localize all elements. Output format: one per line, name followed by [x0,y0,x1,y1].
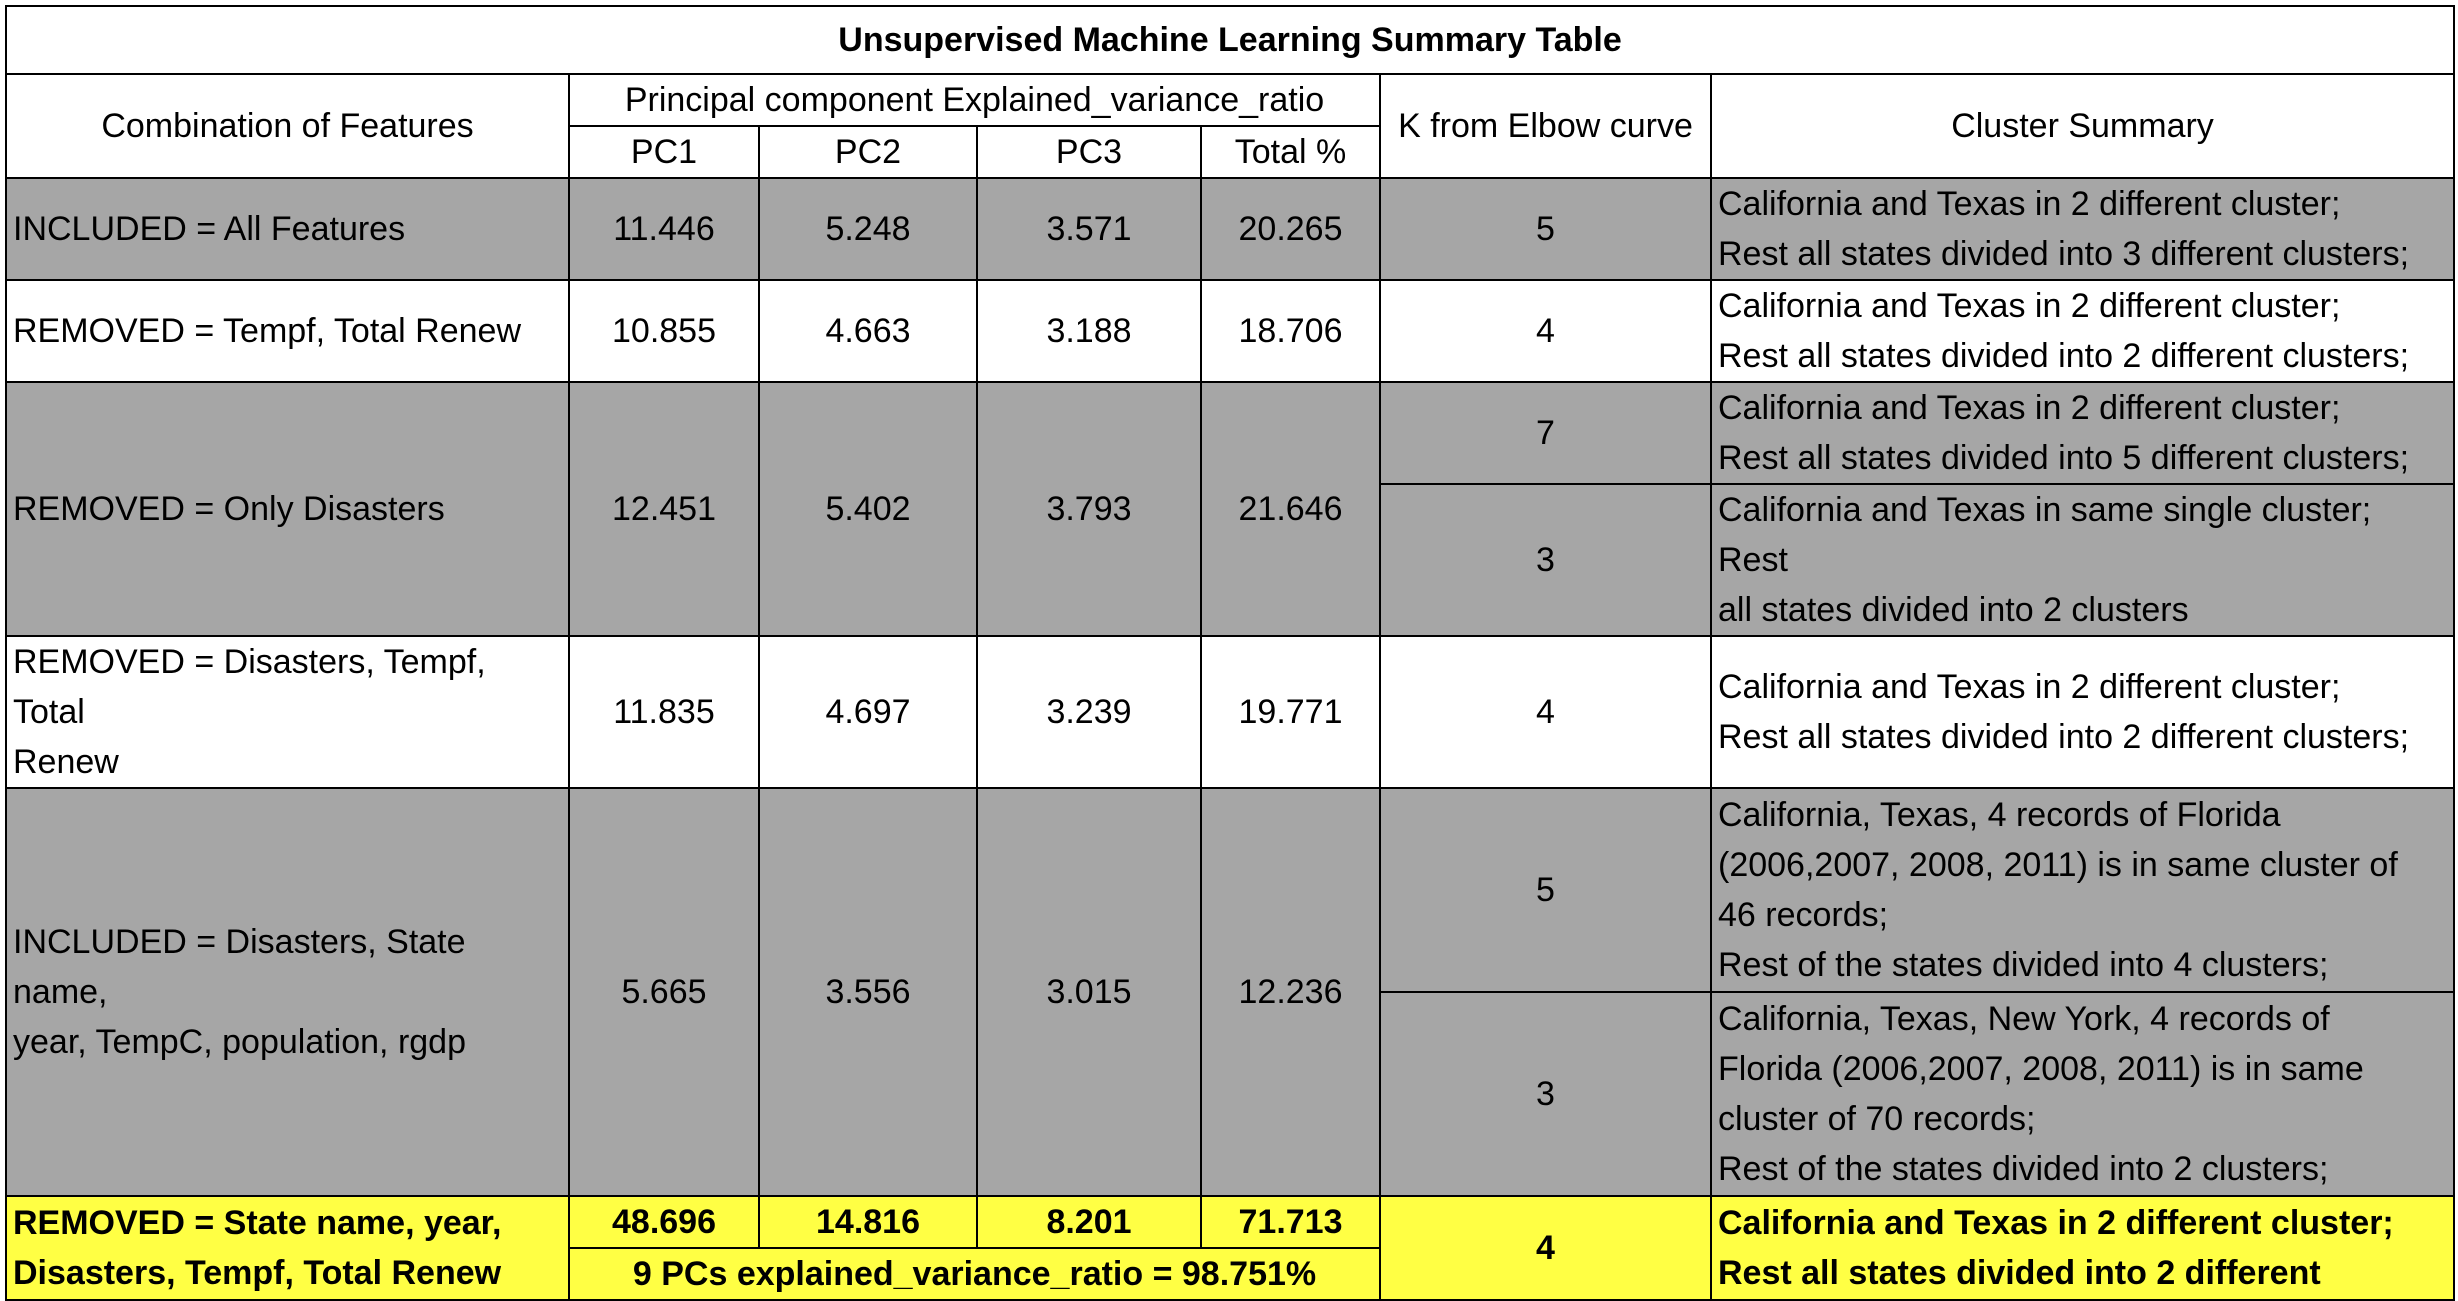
total-cell: 19.771 [1200,635,1381,789]
feature-line: REMOVED = Disasters, Tempf, Total [13,643,486,731]
k-cell: 4 [1379,635,1712,789]
header-combination: Combination of Features [5,73,570,179]
total-cell: 20.265 [1200,177,1381,281]
header-pc-group: Principal component Explained_variance_r… [568,73,1381,127]
feature-line: REMOVED = State name, year, [13,1204,502,1242]
summary-line: cluster of 70 records; [1718,1100,2036,1138]
summary-line: (2006,2007, 2008, 2011) is in same clust… [1718,846,2398,884]
summary-line: California and Texas in 2 different clus… [1718,1204,2394,1242]
cluster-summary-cell: California, Texas, New York, 4 records o… [1709,991,2456,1197]
pc2-cell: 5.248 [758,177,978,281]
summary-line: all states divided into 2 clusters [1718,591,2189,629]
feature-line: Renew [13,743,119,781]
k-cell: 3 [1379,483,1712,637]
header-pc2: PC2 [758,125,978,179]
summary-line: California, Texas, 4 records of Florida [1718,796,2281,834]
cluster-summary-cell: California and Texas in 2 different clus… [1709,177,2456,281]
total-cell: 21.646 [1200,381,1381,637]
pc3-cell: 3.015 [976,787,1202,1197]
k-cell: 4 [1379,1195,1712,1301]
k-cell: 3 [1379,991,1712,1197]
pc2-cell: 4.697 [758,635,978,789]
summary-line: Rest of the states divided into 4 cluste… [1718,946,2329,984]
pc3-cell: 8.201 [976,1195,1202,1249]
feature-cell: REMOVED = Tempf, Total Renew [5,279,570,383]
table-row: REMOVED = Tempf, Total Renew 10.855 4.66… [5,279,2456,383]
pc1-cell: 11.835 [568,635,760,789]
summary-line: Florida (2006,2007, 2008, 2011) is in sa… [1718,1050,2364,1088]
summary-line: California and Texas in 2 different clus… [1718,185,2341,223]
table-title: Unsupervised Machine Learning Summary Ta… [4,5,2456,75]
k-cell: 7 [1379,381,1712,485]
total-cell: 18.706 [1200,279,1381,383]
feature-line: Disasters, Tempf, Total Renew [13,1254,502,1292]
pcs-note-cell: 9 PCs explained_variance_ratio = 98.751% [568,1247,1381,1301]
cluster-summary-cell: California and Texas in same single clus… [1709,483,2456,637]
summary-line: California, Texas, New York, 4 records o… [1718,1000,2330,1038]
feature-cell: REMOVED = Only Disasters [5,381,570,637]
summary-line: California and Texas in 2 different clus… [1718,668,2341,706]
pc1-cell: 5.665 [568,787,760,1197]
summary-line: Rest of the states divided into 2 cluste… [1718,1150,2329,1188]
total-cell: 12.236 [1200,787,1381,1197]
pc2-cell: 5.402 [758,381,978,637]
pc1-cell: 12.451 [568,381,760,637]
table-row: REMOVED = Disasters, Tempf, Total Renew … [5,635,2456,789]
summary-table: Unsupervised Machine Learning Summary Ta… [4,5,2456,1301]
table-row: INCLUDED = All Features 11.446 5.248 3.5… [5,177,2456,281]
feature-cell: REMOVED = State name, year, Disasters, T… [5,1195,570,1301]
pc2-cell: 3.556 [758,787,978,1197]
total-cell: 71.713 [1200,1195,1381,1249]
summary-line: California and Texas in same single clus… [1718,491,2372,579]
cluster-summary-cell: California and Texas in 2 different clus… [1709,279,2456,383]
k-cell: 5 [1379,177,1712,281]
pc1-cell: 10.855 [568,279,760,383]
pc1-cell: 11.446 [568,177,760,281]
table-row-highlighted: REMOVED = State name, year, Disasters, T… [5,1195,2456,1301]
summary-line: California and Texas in 2 different clus… [1718,389,2341,427]
table-subrow: 3 California, Texas, New York, 4 records… [6,991,2456,1197]
feature-line: year, TempC, population, rgdp [13,1023,466,1061]
cluster-summary-cell: California and Texas in 2 different clus… [1709,381,2456,485]
feature-cell: REMOVED = Disasters, Tempf, Total Renew [5,635,570,789]
feature-cell: INCLUDED = All Features [5,177,570,281]
cluster-summary-cell: California and Texas in 2 different clus… [1709,635,2456,789]
table-row: INCLUDED = Disasters, State name, year, … [5,787,2456,1197]
pc3-cell: 3.571 [976,177,1202,281]
summary-line: California and Texas in 2 different clus… [1718,287,2341,325]
summary-line: Rest all states divided into 2 different… [1718,718,2410,756]
summary-line: 46 records; [1718,896,1889,934]
cluster-summary-cell: California and Texas in 2 different clus… [1709,1195,2456,1301]
pc3-cell: 3.793 [976,381,1202,637]
feature-line: INCLUDED = Disasters, State name, [13,923,466,1011]
cluster-summary-cell: California, Texas, 4 records of Florida … [1709,787,2456,993]
pc1-cell: 48.696 [568,1195,760,1249]
pc2-cell: 14.816 [758,1195,978,1249]
header-total: Total % [1200,125,1381,179]
header-pc1: PC1 [568,125,760,179]
k-cell: 5 [1379,787,1712,993]
pc3-cell: 3.239 [976,635,1202,789]
pc3-cell: 3.188 [976,279,1202,383]
summary-line: Rest all states divided into 2 different… [1718,337,2410,375]
feature-cell: INCLUDED = Disasters, State name, year, … [5,787,570,1197]
header-pc3: PC3 [976,125,1202,179]
k-cell: 4 [1379,279,1712,383]
table-subrow: 3 California and Texas in same single cl… [6,483,2456,637]
summary-line: Rest all states divided into 5 different… [1718,439,2410,477]
pc2-cell: 4.663 [758,279,978,383]
table-row: REMOVED = Only Disasters 12.451 5.402 3.… [5,381,2456,637]
summary-line: Rest all states divided into 3 different… [1718,235,2410,273]
header-k: K from Elbow curve [1379,73,1712,179]
summary-line: Rest all states divided into 2 different [1718,1254,2321,1292]
header-cluster-summary: Cluster Summary [1709,73,2456,179]
